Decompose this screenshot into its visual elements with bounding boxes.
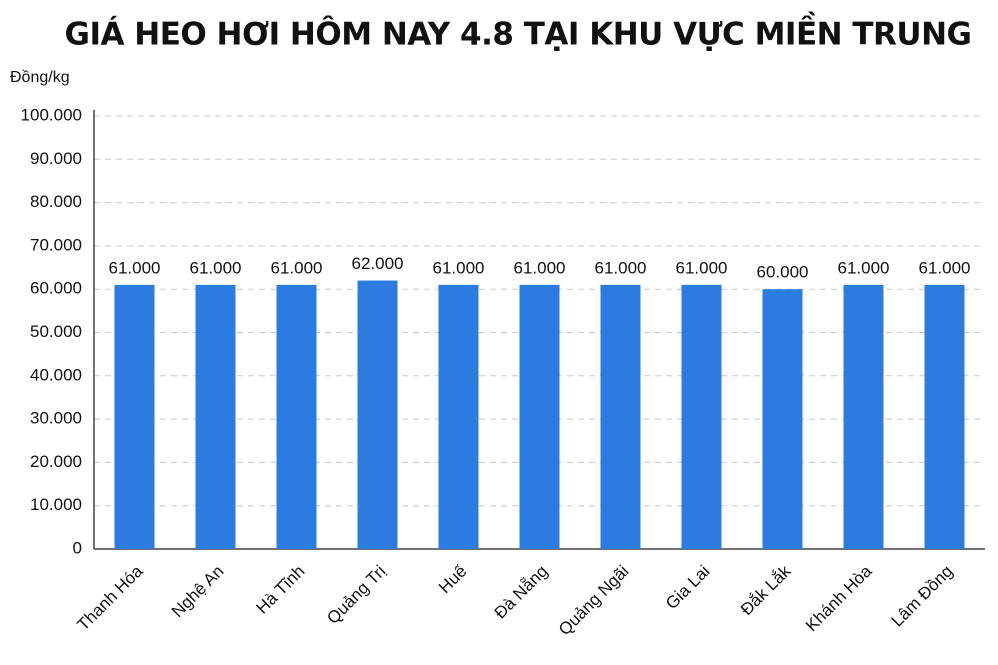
bar	[843, 284, 884, 549]
x-tick-label: Đà Nẵng	[491, 562, 552, 623]
bar	[600, 284, 641, 549]
y-tick-label: 40.000	[30, 365, 82, 384]
y-tick-label: 90.000	[30, 149, 82, 168]
value-label: 61.000	[109, 258, 161, 277]
y-tick-label: 100.000	[21, 105, 82, 124]
x-tick-label: Hà Tĩnh	[253, 562, 309, 618]
y-tick-label: 0	[73, 538, 82, 557]
y-axis-label: Đồng/kg	[10, 69, 70, 86]
x-tick-label: Đắk Lắk	[737, 561, 795, 619]
chart-title: GIÁ HEO HƠI HÔM NAY 4.8 TẠI KHU VỰC MIỀN…	[65, 13, 972, 53]
value-label: 61.000	[271, 258, 323, 277]
x-tick-label: Thanh Hóa	[74, 561, 147, 634]
bar	[762, 289, 803, 549]
value-label: 61.000	[595, 258, 647, 277]
bar	[924, 284, 965, 549]
value-label: 61.000	[919, 258, 971, 277]
x-tick-label: Lâm Đồng	[888, 562, 957, 631]
y-tick-label: 80.000	[30, 192, 82, 211]
x-tick-label: Khánh Hòa	[802, 561, 876, 635]
value-label: 61.000	[433, 258, 485, 277]
bar	[438, 284, 479, 549]
bar	[519, 284, 560, 549]
y-tick-label: 30.000	[30, 409, 82, 428]
value-label: 61.000	[676, 258, 728, 277]
x-tick-label: Quảng Trị	[323, 562, 389, 628]
x-tick-label: Nghệ An	[168, 562, 228, 622]
bar	[276, 284, 317, 549]
value-label: 61.000	[514, 258, 566, 277]
y-tick-label: 60.000	[30, 279, 82, 298]
value-label: 60.000	[757, 263, 809, 282]
value-label: 61.000	[838, 258, 890, 277]
value-label: 61.000	[190, 258, 242, 277]
bar	[681, 284, 722, 549]
y-tick-label: 70.000	[30, 235, 82, 254]
bar	[357, 280, 398, 549]
y-tick-label: 50.000	[30, 322, 82, 341]
bar	[195, 284, 236, 549]
x-tick-label: Quảng Ngãi	[555, 562, 633, 640]
value-label: 62.000	[352, 254, 404, 273]
bar	[114, 284, 155, 549]
x-tick-label: Gia Lai	[662, 562, 714, 614]
x-tick-label: Huế	[435, 561, 471, 597]
y-tick-label: 20.000	[30, 452, 82, 471]
y-tick-label: 10.000	[30, 495, 82, 514]
